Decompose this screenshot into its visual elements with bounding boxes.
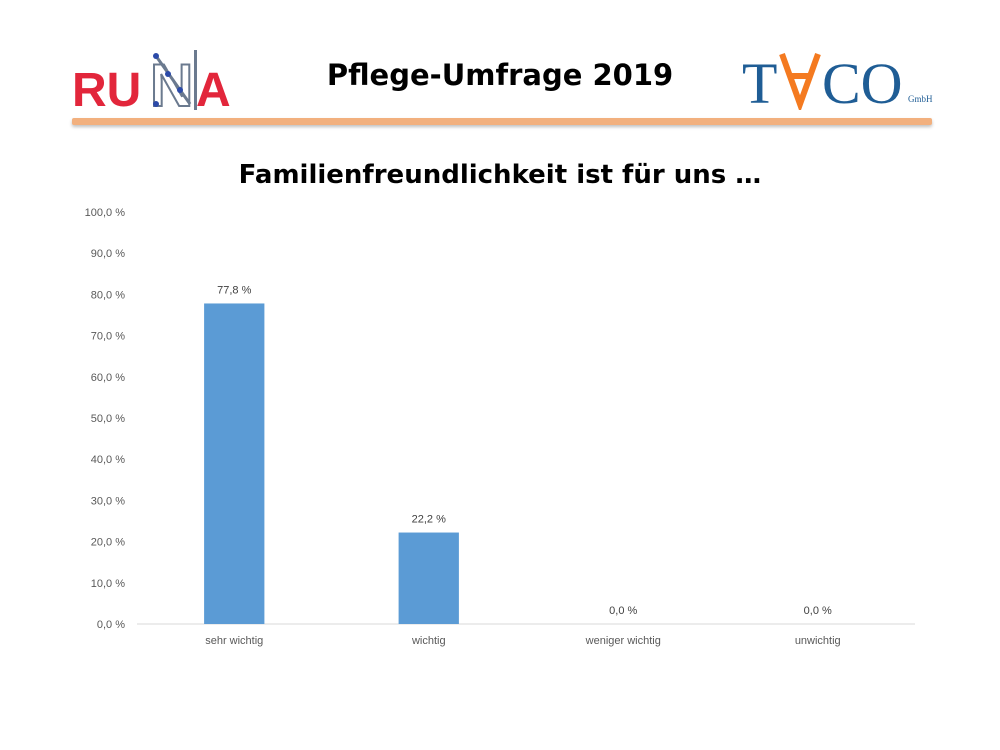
header-divider [72,118,932,125]
taco-logo: T CO GmbH [742,51,933,110]
y-tick-label: 80,0 % [91,289,125,301]
y-tick-label: 0,0 % [97,619,125,631]
runa-logo-text-ru: RU [72,64,141,112]
bar [204,303,265,624]
bars: 77,8 % 22,2 % 0,0 % 0,0 % [204,284,832,624]
y-tick-label: 70,0 % [91,331,125,343]
y-tick-label: 90,0 % [91,248,125,260]
data-label: 0,0 % [609,605,637,617]
y-tick-label: 50,0 % [91,413,125,425]
data-label: 22,2 % [412,514,446,526]
page-title: Pflege-Umfrage 2019 [326,58,674,92]
data-label: 0,0 % [804,605,832,617]
taco-logo-suffix: GmbH [908,94,933,104]
runa-logo-text-a: A [196,64,231,112]
y-tick-label: 10,0 % [91,578,125,590]
data-label: 77,8 % [217,284,251,296]
y-axis: 0,0 % 10,0 % 20,0 % 30,0 % 40,0 % 50,0 % 60,0 … [85,207,126,631]
x-tick-label: wichtig [411,635,446,647]
y-tick-label: 60,0 % [91,372,125,384]
bar [398,532,459,624]
x-axis: sehr wichtig wichtig weniger wichtig unwich… [205,635,840,647]
x-tick-label: unwichtig [795,635,841,647]
taco-logo-text-co: CO [822,51,903,110]
taco-logo-inverted-a [779,52,821,110]
runa-logo: RU N A [72,50,231,112]
y-tick-label: 30,0 % [91,495,125,507]
slide-header: RU N A Pflege-Umfrage 2019 T CO GmbH [0,0,1000,135]
y-tick-label: 40,0 % [91,454,125,466]
y-tick-label: 20,0 % [91,537,125,549]
x-tick-label: weniger wichtig [585,635,661,647]
x-tick-label: sehr wichtig [205,635,263,647]
chart-title: Familienfreundlichkeit ist für uns … [238,160,762,190]
y-tick-label: 100,0 % [85,207,126,219]
taco-logo-text-t: T [742,51,777,110]
